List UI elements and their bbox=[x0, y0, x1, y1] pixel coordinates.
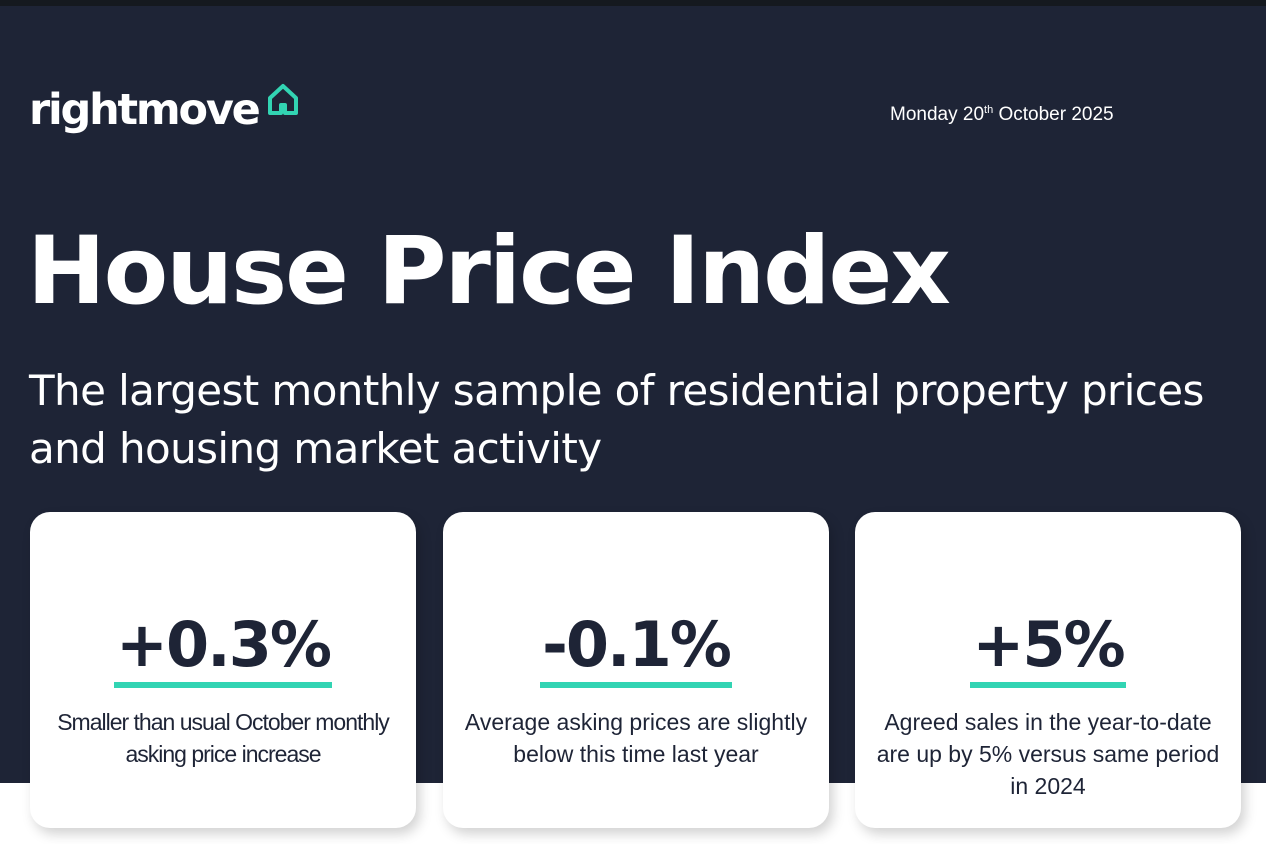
stat-card-annual-change: -0.1% Average asking prices are slightly… bbox=[443, 512, 829, 828]
stat-description: Smaller than usual October monthly askin… bbox=[57, 709, 390, 767]
stat-card-monthly-change: +0.3% Smaller than usual October monthly… bbox=[30, 512, 416, 828]
rightmove-logo[interactable]: rightmove bbox=[29, 80, 301, 140]
date-ordinal-suffix: th bbox=[984, 104, 994, 116]
report-date: Monday 20th October 2025 bbox=[890, 104, 1114, 126]
stat-value: +0.3% bbox=[114, 608, 332, 688]
house-outline-icon bbox=[267, 84, 298, 115]
page-subtitle: The largest monthly sample of residentia… bbox=[29, 366, 1204, 473]
stat-value: -0.1% bbox=[540, 608, 732, 688]
stat-description: Average asking prices are slightly below… bbox=[464, 709, 808, 767]
logo-wordmark: rightmove bbox=[29, 85, 261, 135]
page-title: House Price Index bbox=[27, 217, 951, 326]
stat-wrapper: -0.1% bbox=[443, 608, 829, 688]
date-day: Monday 20 bbox=[890, 104, 985, 125]
stat-wrapper: +0.3% bbox=[30, 608, 416, 688]
date-month-year: October 2025 bbox=[993, 104, 1114, 125]
stat-value: +5% bbox=[970, 608, 1126, 688]
stat-wrapper: +5% bbox=[855, 608, 1241, 688]
stat-description: Agreed sales in the year-to-date are up … bbox=[876, 709, 1220, 799]
stat-card-agreed-sales: +5% Agreed sales in the year-to-date are… bbox=[855, 512, 1241, 828]
top-edge-bar bbox=[0, 0, 1266, 6]
